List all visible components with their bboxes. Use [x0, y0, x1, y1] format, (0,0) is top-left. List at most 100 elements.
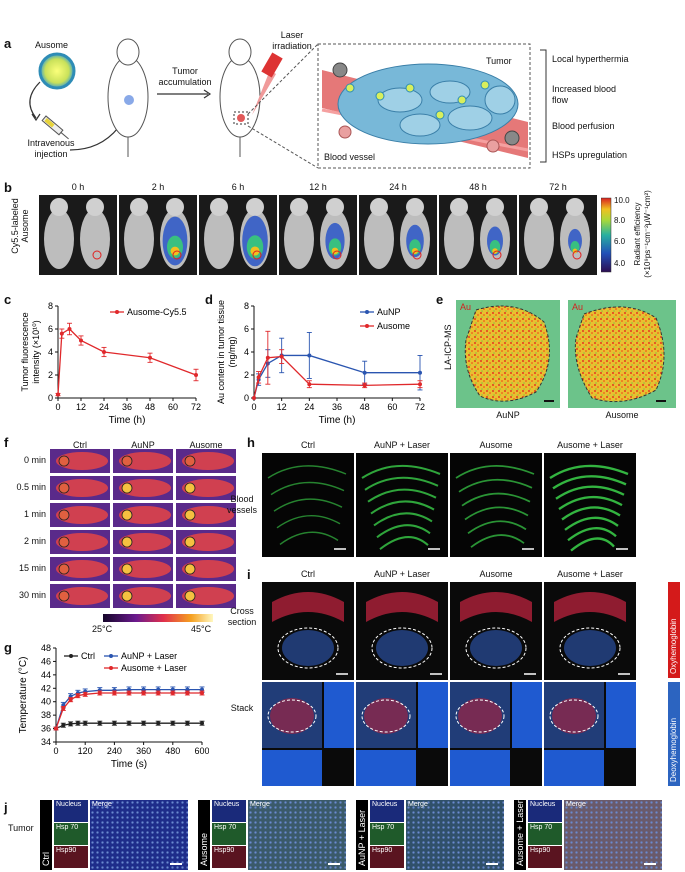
x-tick-label: 600 [194, 746, 209, 756]
i-col-ausome-laser: Ausome + Laser [557, 569, 623, 579]
thermal-image [50, 476, 110, 500]
if-merge-image: Merge [248, 800, 346, 870]
if-channel-label: Hsp90 [372, 847, 393, 854]
y-tick-label: 6 [244, 324, 249, 334]
if-channel-label: Hsp90 [530, 847, 551, 854]
y-tick-label: 2 [244, 370, 249, 380]
if-merge-image: Merge [564, 800, 662, 870]
series-line [253, 354, 420, 399]
x-tick-label: 36 [332, 402, 342, 412]
thermal-scale-min: 25°C [92, 624, 113, 634]
data-point [75, 693, 80, 698]
ivis-timepoint-label: 72 h [549, 182, 567, 192]
x-tick-label: 120 [78, 746, 93, 756]
effects-bracket [540, 49, 547, 163]
pa-cross-section-image [356, 582, 448, 680]
thermal-image [50, 503, 110, 527]
thermal-row-label: 0 min [23, 455, 46, 465]
x-tick-label: 48 [360, 402, 370, 412]
x-tick-label: 0 [251, 402, 256, 412]
y-axis-label-line: Au content in tumor tissue [216, 300, 226, 404]
thermal-image [176, 449, 236, 473]
y-tick-label: 0 [244, 393, 249, 403]
y-tick-label: 38 [41, 710, 51, 720]
if-channel-label: Hsp 70 [372, 824, 395, 831]
if-channel-image: Hsp 70 [54, 823, 88, 845]
laser-irradiation-label: Laser irradiation [262, 30, 322, 52]
thermal-image [113, 476, 173, 500]
vessel-image [262, 453, 354, 557]
thermal-image [176, 530, 236, 554]
syringe-icon [41, 115, 69, 140]
thermal-row-label: 0.5 min [16, 482, 46, 492]
thermal-row-label: 2 min [23, 536, 46, 546]
i-row2-label: Stack [230, 703, 254, 713]
if-merge-label: Merge [566, 801, 586, 808]
ivis-image-row: 0 h 2 h 6 h 12 h 24 h 48 h 72 h [39, 182, 599, 275]
if-merge-image: Merge [90, 800, 188, 870]
data-point [156, 721, 161, 726]
thermal-image [113, 449, 173, 473]
data-point [256, 375, 261, 380]
panel-letter-a: a [4, 36, 12, 51]
ivis-timepoint-label: 2 h [151, 182, 165, 192]
if-channel-image: Nucleus [370, 800, 404, 822]
mouse-illustration-1 [107, 38, 149, 157]
legend-marker [109, 666, 113, 670]
x-axis-label: Time (h) [109, 415, 146, 426]
data-point [127, 721, 131, 726]
map-ausome-tissue [574, 306, 665, 403]
y-tick-label: 48 [41, 643, 51, 653]
y-tick-label: 36 [41, 724, 51, 734]
y-tick-label: 6 [48, 324, 53, 334]
if-scale-bar [170, 863, 182, 865]
data-point [156, 690, 161, 695]
if-channel-label: Hsp 70 [56, 824, 79, 831]
thermal-image [176, 503, 236, 527]
b-row-label: Cy5.5-labeled Ausome [10, 196, 30, 256]
if-channel-label: Nucleus [214, 801, 240, 808]
data-point [185, 690, 190, 695]
effect-blood-flow: Increased blood flow [552, 84, 617, 105]
legend-marker [365, 324, 369, 328]
iv-line2: injection [34, 149, 68, 159]
data-point [141, 721, 146, 726]
effect-hsp: HSPs upregulation [552, 150, 628, 160]
i-col-ctrl: Ctrl [301, 569, 315, 579]
thermal-image [176, 476, 236, 500]
cbar-tick-10: 10.0 [614, 196, 630, 205]
panel-letter-j: j [4, 800, 8, 815]
thermal-row-label: 30 min [18, 590, 46, 600]
data-point [79, 338, 83, 343]
if-channel-label: Hsp90 [214, 847, 235, 854]
thermal-image [50, 557, 110, 581]
ivis-image [39, 195, 117, 275]
h-col-aunp-laser: AuNP + Laser [373, 440, 431, 450]
deoxy-label: Deoxyhemoglobin [669, 717, 678, 782]
pa-stack-image [262, 682, 354, 786]
panel-letter-b: b [4, 180, 12, 195]
if-groups: Ctrl Nucleus Hsp 70 Hsp90 Merge Ausome Nucleus… [40, 800, 680, 870]
ivis-timepoint-label: 48 h [469, 182, 487, 192]
if-group-label [40, 800, 52, 870]
ausome-particle [38, 52, 76, 90]
vessel-image [544, 453, 636, 557]
data-point [265, 355, 270, 360]
map-aunp-tissue [464, 305, 550, 402]
thermal-scale-bar [103, 614, 213, 622]
thermal-scale-max: 45°C [191, 624, 212, 634]
f-col-aunp: AuNP [131, 440, 155, 450]
arrow-down-left [29, 81, 41, 119]
legend-label: Ctrl [81, 651, 95, 661]
data-point [75, 721, 80, 726]
y-tick-label: 8 [244, 301, 249, 311]
cbar-label-line1: Radiant efficiency [633, 202, 642, 266]
data-point [102, 350, 106, 354]
series-line [253, 355, 421, 399]
thermal-image [113, 584, 173, 608]
e-sample-ausome: Ausome [605, 410, 639, 420]
x-tick-label: 12 [277, 402, 287, 412]
ivis-image [519, 195, 597, 275]
chart-g: 0 120 240 360 480 600 34 36 38 40 42 44 46 48 Time (s)… [18, 643, 209, 770]
tumor-accumulation-label: Tumor accumulation [150, 66, 220, 88]
